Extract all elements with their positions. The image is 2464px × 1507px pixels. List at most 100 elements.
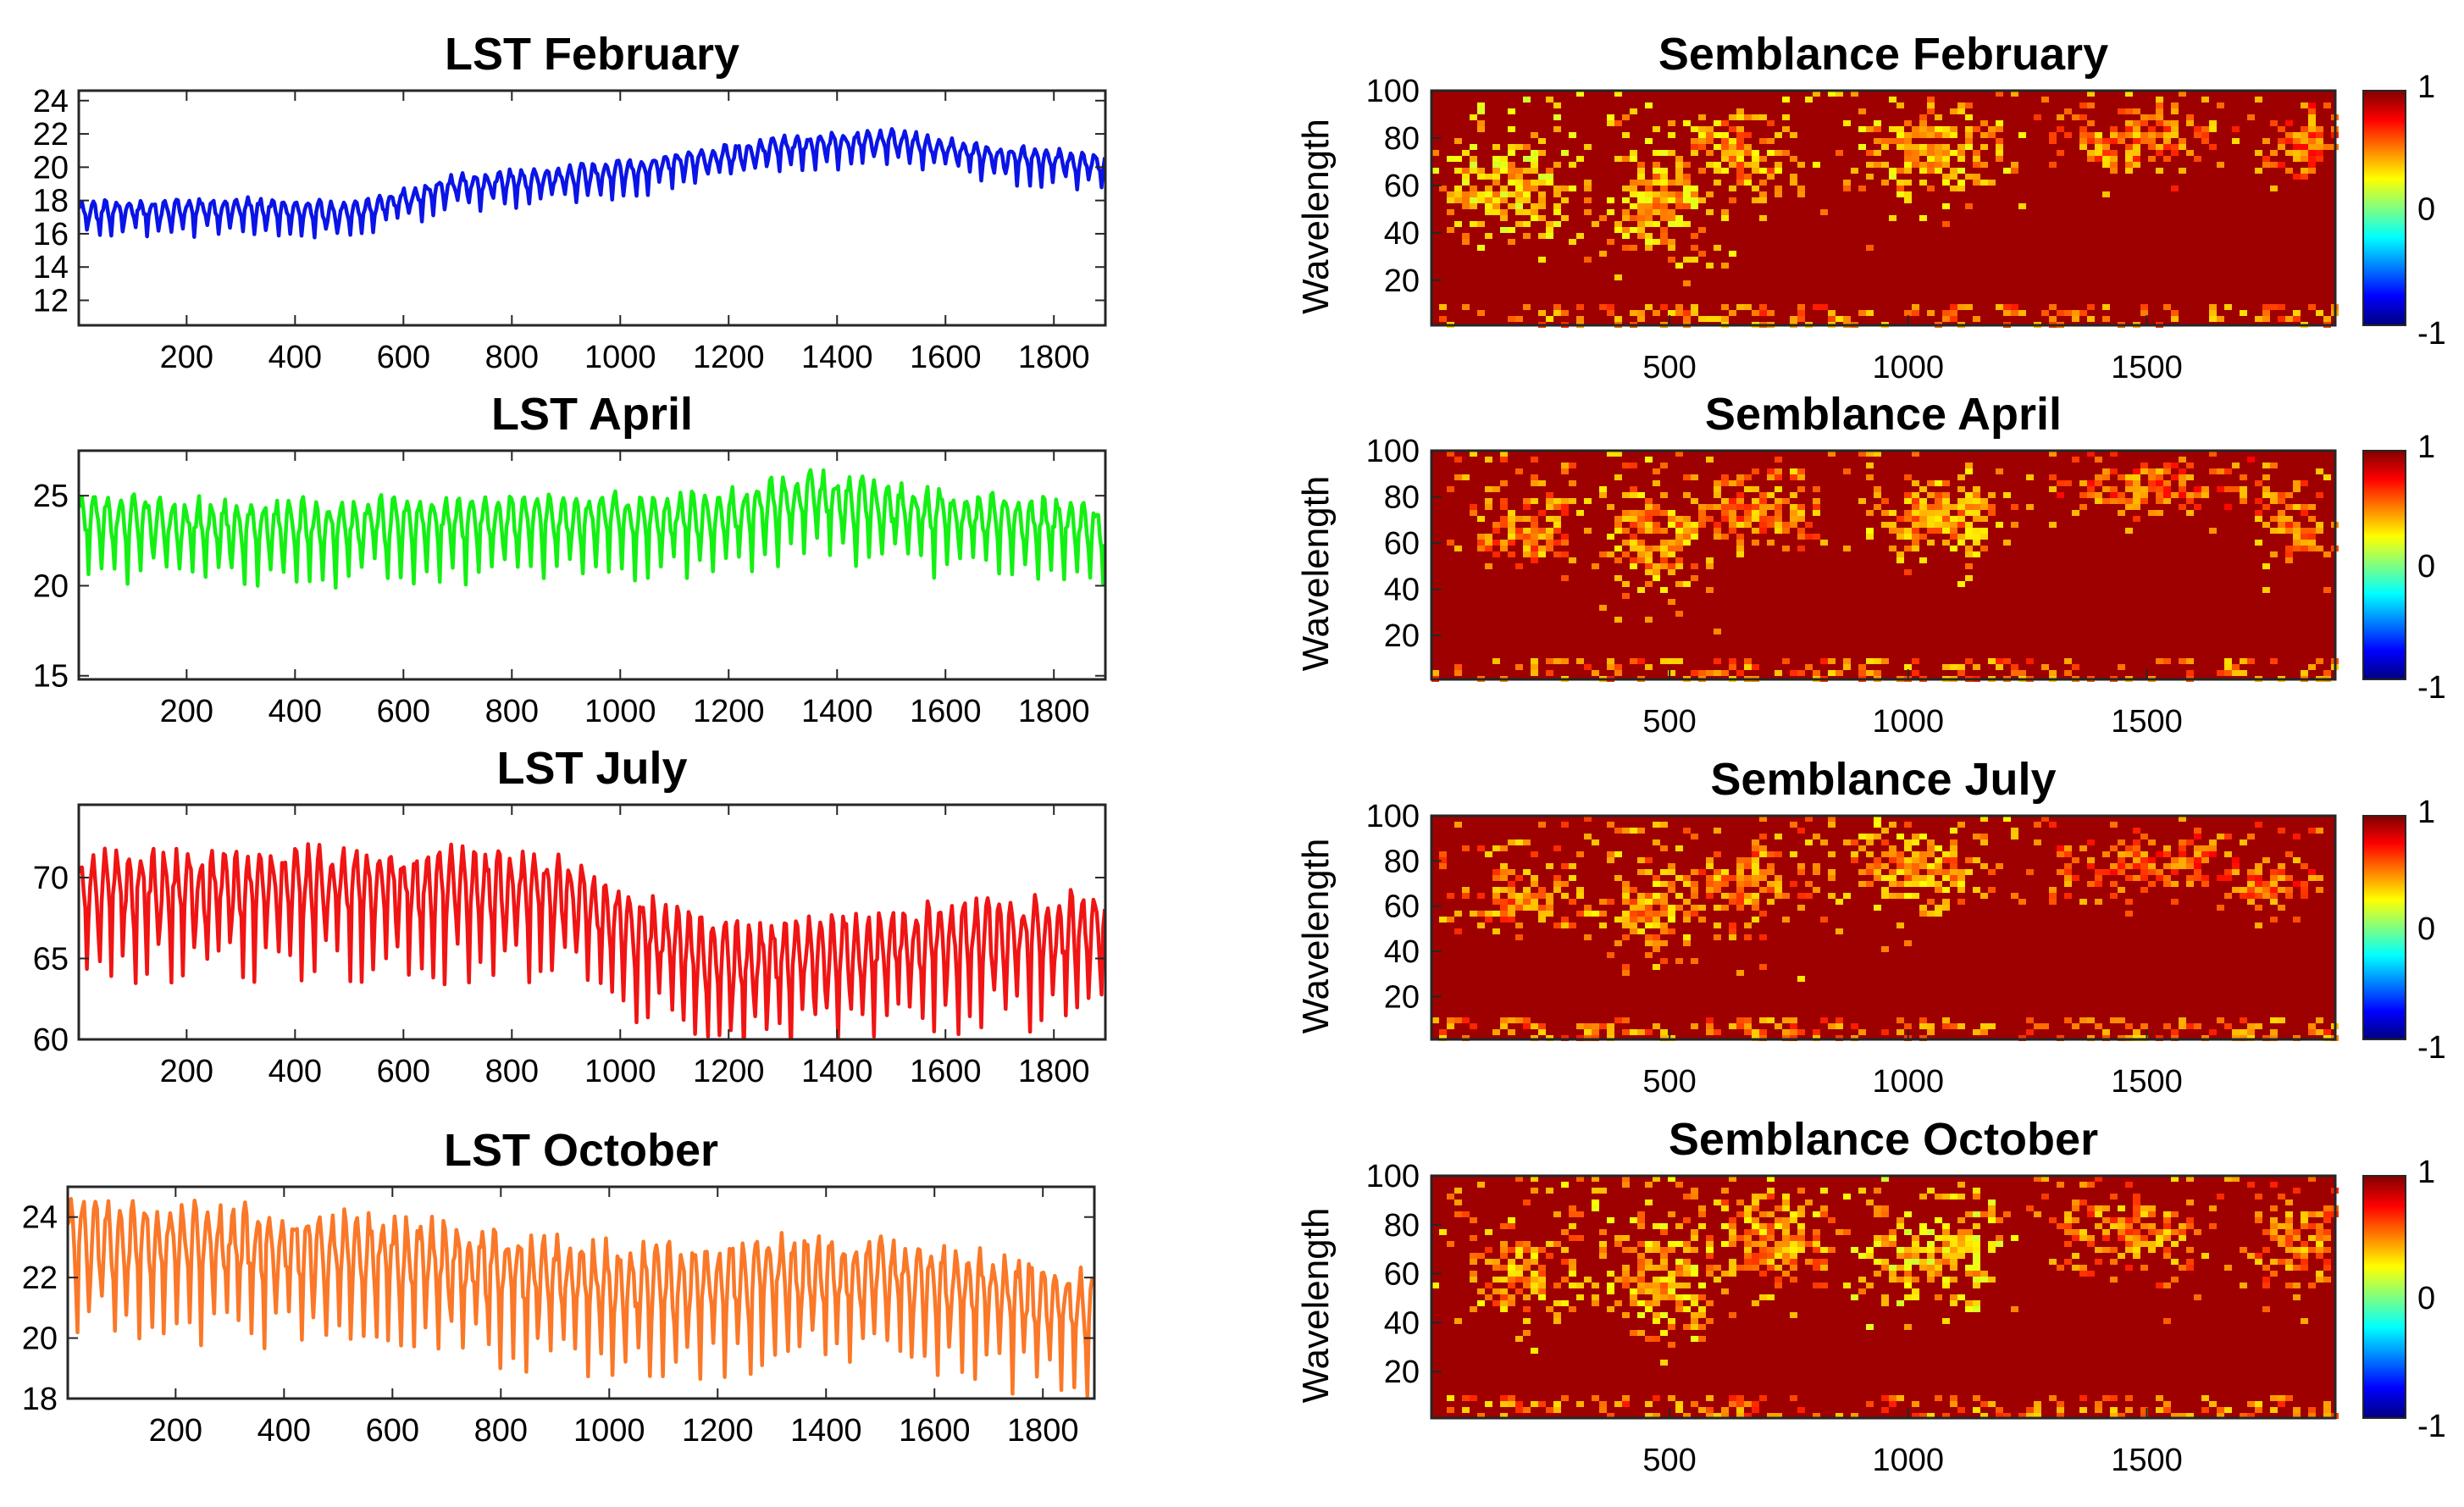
heatmap-cell — [2285, 1283, 2293, 1288]
heatmap-cell — [2049, 138, 2057, 144]
heatmap-cell — [1736, 905, 1744, 911]
heatmap-cell — [1782, 1194, 1790, 1200]
heatmap-cell — [2179, 474, 2186, 480]
heatmap-cell — [1492, 144, 1500, 150]
heatmap-cell — [1462, 893, 1470, 899]
heatmap-cell — [1965, 575, 1973, 581]
heatmap-cell — [2270, 1017, 2278, 1023]
heatmap-cell — [1607, 1306, 1614, 1312]
heatmap-cell — [1752, 486, 1759, 492]
heatmap-cell — [2270, 463, 2278, 468]
heatmap-cell — [2110, 893, 2118, 899]
heatmap-cell — [2262, 504, 2270, 510]
heatmap-cell — [2133, 486, 2140, 492]
heatmap-cell — [1546, 1188, 1553, 1194]
heatmap-cell — [1508, 911, 1515, 917]
heatmap-cell — [1691, 304, 1698, 310]
heatmap-cell — [1805, 839, 1813, 845]
heatmap-cell — [1599, 215, 1607, 221]
heatmap-cell — [1767, 138, 1775, 144]
heatmap-cell — [1721, 869, 1729, 875]
heatmap-cell — [1538, 893, 1546, 899]
heatmap-cell — [2262, 310, 2270, 316]
heatmap-cell — [1584, 144, 1592, 150]
heatmap-cell — [1569, 863, 1576, 869]
heatmap-cell — [1683, 1413, 1691, 1419]
heatmap-cell — [1714, 528, 1721, 534]
heatmap-cell — [1980, 504, 1988, 510]
heatmap-cell — [1996, 1413, 2003, 1419]
heatmap-cell — [1492, 203, 1500, 209]
heatmap-cell — [1569, 922, 1576, 928]
heatmap-cell — [2140, 1023, 2148, 1029]
heatmap-cell — [1500, 227, 1508, 233]
heatmap-cell — [2171, 126, 2179, 132]
heatmap-cell — [1965, 1241, 1973, 1247]
heatmap-cell — [2034, 114, 2041, 120]
heatmap-cell — [1927, 1241, 1935, 1247]
heatmap-cell — [2102, 162, 2110, 168]
heatmap-cell — [2148, 468, 2156, 474]
heatmap-cell — [1607, 1029, 1614, 1035]
heatmap-cell — [1683, 911, 1691, 917]
heatmap-cell — [1782, 498, 1790, 504]
heatmap-cell — [1904, 150, 1912, 156]
heatmap-cell — [2087, 138, 2095, 144]
heatmap-cell — [1492, 899, 1500, 905]
heatmap-cell — [2217, 1407, 2224, 1413]
heatmap-cell — [1874, 1241, 1881, 1247]
heatmap-cell — [1775, 186, 1782, 191]
heatmap-cell — [1698, 869, 1706, 875]
heatmap-cell — [1553, 516, 1561, 522]
heatmap-cell — [2270, 516, 2278, 522]
heatmap-cell — [1942, 310, 1950, 316]
heatmap-cell — [2110, 1017, 2118, 1023]
heatmap-cell — [2095, 138, 2102, 144]
heatmap-cell — [1675, 557, 1683, 563]
heatmap-cell — [1721, 215, 1729, 221]
heatmap-cell — [1775, 150, 1782, 156]
heatmap-cell — [1462, 180, 1470, 186]
heatmap-cell — [2270, 1395, 2278, 1401]
heatmap-cell — [1470, 451, 1477, 457]
heatmap-cell — [2110, 168, 2118, 174]
heatmap-cell — [1767, 468, 1775, 474]
heatmap-cell — [2255, 1253, 2262, 1259]
heatmap-cell — [1531, 1259, 1538, 1265]
heatmap-cell — [1942, 150, 1950, 156]
heatmap-cell — [1942, 664, 1950, 670]
heatmap-cell — [2102, 486, 2110, 492]
heatmap-cell — [1721, 209, 1729, 215]
heatmap-cell — [1660, 203, 1668, 209]
heatmap-cell — [2186, 474, 2194, 480]
heatmap-cell — [1881, 658, 1889, 664]
heatmap-cell — [1569, 463, 1576, 468]
heatmap-cell — [1759, 851, 1767, 857]
heatmap-cell — [1637, 1253, 1645, 1259]
heatmap-cell — [1698, 132, 1706, 138]
heatmap-cell — [2140, 132, 2148, 138]
heatmap-cell — [2140, 120, 2148, 126]
heatmap-cell — [2285, 893, 2293, 899]
heatmap-cell — [1866, 310, 1874, 316]
colorbar-tick-label: -1 — [2417, 1409, 2446, 1444]
heatmap-cell — [1561, 551, 1569, 557]
heatmap-cell — [1950, 304, 1957, 310]
heatmap-cell — [1996, 150, 2003, 156]
heatmap-cell — [1637, 905, 1645, 911]
heatmap-cell — [1500, 457, 1508, 463]
heatmap-cell — [1691, 1194, 1698, 1200]
heatmap-cell — [1912, 1247, 1919, 1253]
heatmap-cell — [2270, 1271, 2278, 1277]
heatmap-cell — [1935, 1265, 1942, 1271]
heatmap-cell — [2095, 1223, 2102, 1229]
heatmap-cell — [1477, 1288, 1485, 1294]
x-tick-label: 600 — [377, 1054, 430, 1089]
heatmap-cell — [2072, 114, 2079, 120]
heatmap-cell — [1714, 905, 1721, 911]
heatmap-cell — [2255, 540, 2262, 546]
heatmap-cell — [1500, 1300, 1508, 1306]
heatmap-cell — [1531, 534, 1538, 540]
heatmap-cell — [2308, 156, 2316, 162]
heatmap-cell — [2293, 857, 2301, 863]
